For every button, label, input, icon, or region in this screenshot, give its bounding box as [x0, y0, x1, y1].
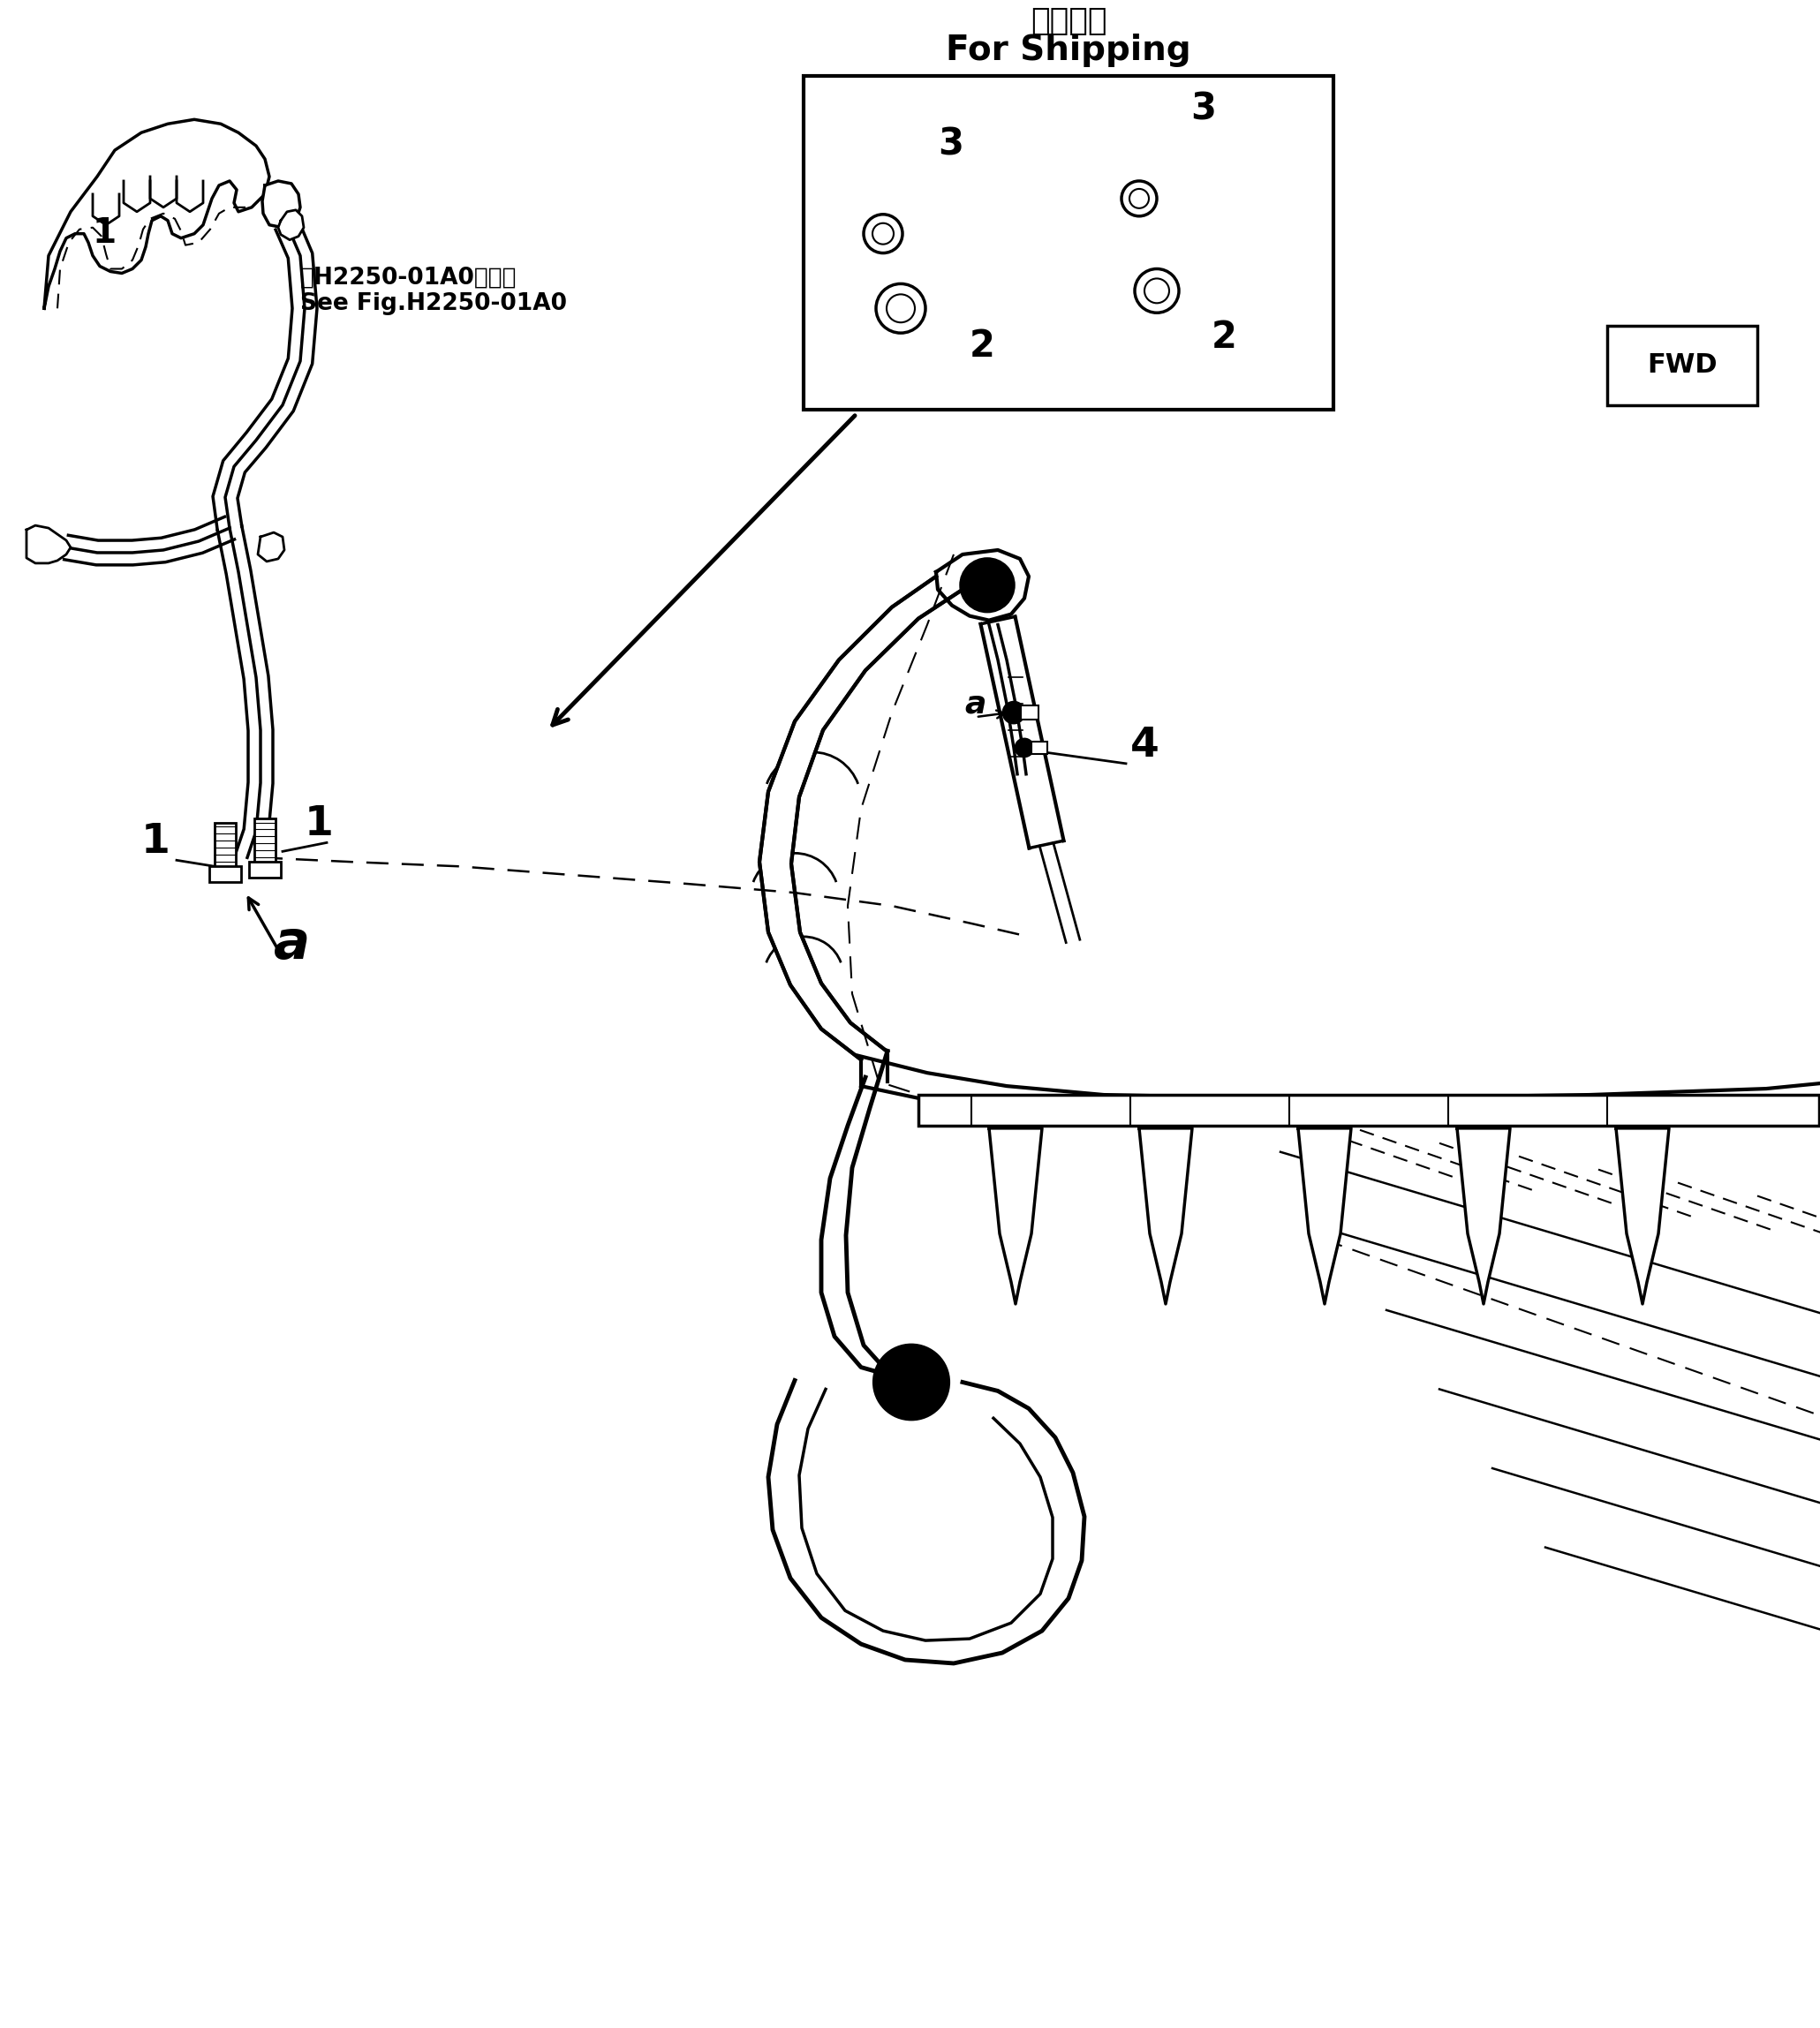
Polygon shape	[262, 180, 300, 227]
Polygon shape	[1139, 1128, 1192, 1304]
Polygon shape	[988, 1128, 1043, 1304]
Text: a: a	[273, 919, 309, 969]
Bar	[804, 75, 1334, 410]
Circle shape	[977, 574, 997, 596]
Polygon shape	[1298, 1128, 1350, 1304]
Polygon shape	[1616, 1128, 1669, 1304]
Polygon shape	[278, 211, 304, 239]
Text: 4: 4	[1130, 726, 1159, 765]
Circle shape	[961, 560, 1014, 612]
Text: See Fig.H2250-01A0: See Fig.H2250-01A0	[300, 292, 566, 316]
Text: 1: 1	[304, 805, 333, 844]
Bar	[209, 866, 240, 882]
Text: 1: 1	[142, 821, 171, 862]
Text: 2: 2	[970, 329, 996, 365]
Bar	[249, 862, 280, 878]
Bar	[1021, 706, 1039, 720]
Text: 1: 1	[93, 217, 116, 249]
Bar	[1032, 742, 1046, 754]
Polygon shape	[27, 525, 71, 564]
Bar	[919, 1095, 1820, 1126]
Bar	[1607, 327, 1758, 406]
Text: FWD: FWD	[1647, 353, 1718, 379]
Polygon shape	[1458, 1128, 1511, 1304]
Text: 3: 3	[937, 126, 963, 162]
Text: 3: 3	[1190, 91, 1216, 128]
Text: 2: 2	[1212, 318, 1238, 355]
Text: 第H2250-01A0図参照: 第H2250-01A0図参照	[300, 266, 517, 290]
Circle shape	[1016, 738, 1034, 756]
Text: 運搜部品: 運搜部品	[1030, 6, 1107, 37]
Circle shape	[874, 1345, 948, 1420]
Circle shape	[892, 1363, 930, 1401]
Text: a: a	[965, 690, 986, 718]
Bar	[215, 823, 237, 870]
Polygon shape	[935, 550, 1028, 621]
Polygon shape	[44, 120, 269, 308]
Polygon shape	[258, 533, 284, 562]
Text: For Shipping: For Shipping	[946, 32, 1190, 67]
Polygon shape	[759, 576, 963, 1061]
Bar	[255, 817, 275, 866]
Circle shape	[1003, 702, 1025, 724]
